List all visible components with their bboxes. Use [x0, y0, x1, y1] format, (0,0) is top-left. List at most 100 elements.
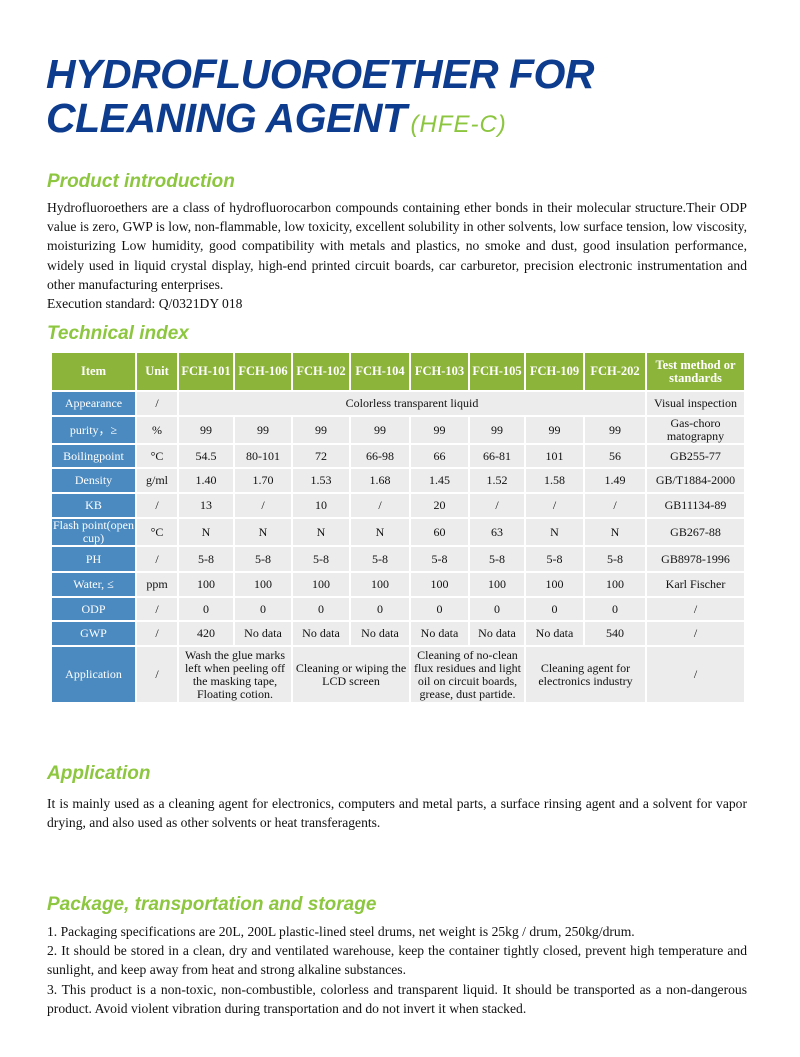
value-cell: 100	[233, 571, 293, 598]
table-row: Application / Wash the glue marks left whe…	[50, 645, 746, 704]
column-header: Unit	[135, 351, 179, 392]
value-cell: 5-8	[233, 545, 293, 573]
row-label: Boilingpoint	[50, 443, 137, 469]
application-heading: Application	[47, 763, 151, 784]
row-label: ODP	[50, 596, 137, 622]
value-cell: No data	[349, 620, 411, 647]
row-label: Water, ≤	[50, 571, 137, 598]
unit-cell: °C	[135, 443, 179, 469]
column-header: Item	[50, 351, 137, 392]
title-line-1: HYDROFLUOROETHER FOR	[46, 51, 595, 97]
value-cell: Wash the glue marks left when peeling of…	[177, 645, 293, 704]
value-cell: 100	[524, 571, 585, 598]
table-row: Boilingpoint °C 54.5 80-101 72 66-98 66 66-81 10…	[50, 443, 746, 469]
value-cell: N	[583, 517, 647, 547]
value-cell: No data	[524, 620, 585, 647]
method-cell: /	[645, 645, 746, 704]
value-cell: 100	[291, 571, 351, 598]
value-cell: 540	[583, 620, 647, 647]
value-cell: No data	[233, 620, 293, 647]
unit-cell: /	[135, 645, 179, 704]
value-cell: 420	[177, 620, 235, 647]
value-cell: 80-101	[233, 443, 293, 469]
table-row: ODP/0 0 0 0 0 0 0 0/	[50, 596, 746, 622]
value-cell: 1.53	[291, 467, 351, 494]
value-cell: 66-98	[349, 443, 411, 469]
value-cell: 1.49	[583, 467, 647, 494]
row-label: purity，≥	[50, 415, 137, 445]
value-cell: 1.45	[409, 467, 470, 494]
row-label: KB	[50, 492, 137, 519]
value-cell: 100	[349, 571, 411, 598]
value-cell: 99	[233, 415, 293, 445]
value-cell: N	[349, 517, 411, 547]
row-label: Density	[50, 467, 137, 494]
value-cell: 99	[409, 415, 470, 445]
value-cell: 5-8	[409, 545, 470, 573]
value-cell: 99	[583, 415, 647, 445]
method-cell: GB/T1884-2000	[645, 467, 746, 494]
column-header: FCH-109	[524, 351, 585, 392]
value-cell: 13	[177, 492, 235, 519]
value-cell: 0	[291, 596, 351, 622]
value-cell: 66-81	[468, 443, 526, 469]
value-cell: 1.58	[524, 467, 585, 494]
value-cell: N	[291, 517, 351, 547]
column-header: FCH-105	[468, 351, 526, 392]
intro-body: Hydrofluoroethers are a class of hydrofl…	[47, 200, 747, 292]
table-row: Water, ≤ ppm 100 100 100 100 100 100 100 100 Karl …	[50, 571, 746, 598]
value-cell: 99	[468, 415, 526, 445]
value-cell: 0	[583, 596, 647, 622]
unit-cell: /	[135, 620, 179, 647]
column-header: FCH-101	[177, 351, 235, 392]
value-cell: 1.40	[177, 467, 235, 494]
value-cell: 0	[409, 596, 470, 622]
value-cell: /	[583, 492, 647, 519]
package-item: 1. Packaging specifications are 20L, 200…	[47, 924, 635, 939]
value-cell: 100	[177, 571, 235, 598]
value-cell: Cleaning agent for electronics industry	[524, 645, 647, 704]
package-item: 2. It should be stored in a clean, dry a…	[47, 943, 747, 978]
value-cell: 20	[409, 492, 470, 519]
value-cell: 5-8	[291, 545, 351, 573]
value-cell: 100	[468, 571, 526, 598]
intro-section: Hydrofluoroethers are a class of hydrofl…	[47, 198, 747, 313]
unit-cell: /	[135, 545, 179, 573]
value-cell: 0	[349, 596, 411, 622]
application-body: It is mainly used as a cleaning agent fo…	[47, 796, 747, 831]
value-cell: /	[233, 492, 293, 519]
table-row: KB/13/10/20// / GB11134-89	[50, 492, 746, 519]
unit-cell: %	[135, 415, 179, 445]
title-line-2: CLEANING AGENT	[46, 95, 407, 141]
value-cell: 99	[349, 415, 411, 445]
row-label: Flash point(open cup)	[50, 517, 137, 547]
value-cell: /	[349, 492, 411, 519]
row-label: GWP	[50, 620, 137, 647]
package-item: 3. This product is a non-toxic, non-comb…	[47, 981, 747, 1016]
column-header: Test method or standards	[645, 351, 746, 392]
method-cell: Karl Fischer	[645, 571, 746, 598]
method-cell: /	[645, 596, 746, 622]
package-list: 1. Packaging specifications are 20L, 200…	[47, 922, 747, 1018]
value-cell: 66	[409, 443, 470, 469]
value-cell: /	[468, 492, 526, 519]
table-row: Appearance / Colorless transparent liquid V…	[50, 390, 746, 417]
value-cell: Cleaning of no-clean flux residues and l…	[409, 645, 526, 704]
page-title: HYDROFLUOROETHER FOR CLEANING AGENT (HFE-…	[46, 51, 595, 147]
column-header: FCH-202	[583, 351, 647, 392]
execution-standard: Execution standard: Q/0321DY 018	[47, 296, 243, 312]
value-cell: No data	[409, 620, 470, 647]
value-cell: 0	[233, 596, 293, 622]
unit-cell: ppm	[135, 571, 179, 598]
table-row: Flash point(open cup) °C N N N N 60 63 N N GB267-8…	[50, 517, 746, 547]
package-heading: Package, transportation and storage	[47, 894, 377, 915]
value-cell: 1.52	[468, 467, 526, 494]
value-cell: 0	[468, 596, 526, 622]
method-cell: Visual inspection	[645, 390, 746, 417]
unit-cell: /	[135, 492, 179, 519]
value-cell: 10	[291, 492, 351, 519]
value-cell: 5-8	[583, 545, 647, 573]
intro-heading: Product introduction	[47, 171, 235, 192]
value-cell: 1.68	[349, 467, 411, 494]
